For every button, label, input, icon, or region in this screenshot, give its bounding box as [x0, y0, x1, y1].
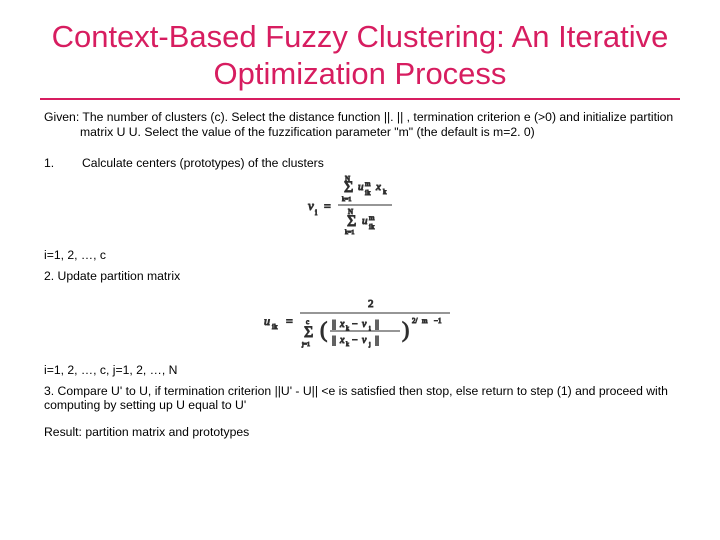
svg-text:j: j: [368, 342, 371, 348]
title-text: Context-Based Fuzzy Clustering: An Itera…: [52, 19, 669, 91]
svg-text:ik: ik: [365, 189, 371, 197]
body: Given: The number of clusters (c). Selec…: [0, 110, 720, 439]
formula-2: u ik = 2 Σ c j=1 ( || x k − v i: [44, 289, 676, 355]
svg-text:−1: −1: [434, 317, 442, 325]
svg-text:i: i: [315, 208, 318, 217]
svg-text:v: v: [362, 335, 367, 346]
svg-text:x: x: [339, 319, 345, 330]
svg-text:2/: 2/: [412, 317, 418, 325]
svg-text:): ): [402, 317, 409, 342]
svg-text:(: (: [320, 317, 327, 342]
svg-text:=: =: [324, 199, 331, 213]
svg-text:−: −: [352, 335, 358, 346]
step-1: 1. Calculate centers (prototypes) of the…: [44, 156, 676, 171]
svg-text:v: v: [308, 198, 314, 213]
svg-text:2: 2: [368, 298, 374, 310]
svg-text:=: =: [286, 314, 293, 328]
svg-text:||: ||: [375, 335, 379, 346]
svg-text:ik: ik: [369, 223, 375, 231]
svg-text:N: N: [348, 208, 353, 216]
svg-text:k=1: k=1: [345, 230, 354, 236]
step-2: 2. Update partition matrix: [44, 269, 676, 284]
given-text: Given: The number of clusters (c). Selec…: [44, 110, 676, 139]
svg-text:m: m: [369, 214, 375, 222]
svg-text:j=1: j=1: [301, 342, 310, 348]
step-1-number: 1.: [44, 156, 82, 171]
svg-text:u: u: [358, 181, 364, 193]
formula-1: v i = Σ N k=1 u m ik x k Σ N k=1 u m: [44, 174, 676, 240]
svg-text:k=1: k=1: [342, 197, 351, 203]
svg-text:x: x: [339, 335, 345, 346]
svg-text:||: ||: [332, 319, 336, 330]
svg-text:−: −: [352, 319, 358, 330]
svg-text:m: m: [365, 180, 371, 188]
svg-text:N: N: [345, 175, 350, 183]
step-3: 3. Compare U' to U, if termination crite…: [44, 384, 676, 413]
result-text: Result: partition matrix and prototypes: [44, 425, 676, 440]
svg-text:||: ||: [332, 335, 336, 346]
svg-text:x: x: [375, 181, 381, 193]
svg-text:k: k: [346, 342, 349, 348]
line-i1: i=1, 2, …, c: [44, 248, 676, 263]
svg-text:k: k: [346, 326, 349, 332]
svg-text:u: u: [264, 314, 270, 328]
svg-text:Σ: Σ: [304, 324, 313, 341]
svg-text:m: m: [422, 317, 428, 325]
svg-text:ik: ik: [272, 323, 278, 331]
svg-text:k: k: [383, 188, 387, 196]
step-1-text: Calculate centers (prototypes) of the cl…: [82, 156, 676, 171]
svg-text:c: c: [306, 318, 309, 326]
page-title: Context-Based Fuzzy Clustering: An Itera…: [0, 0, 720, 98]
svg-text:u: u: [362, 215, 368, 227]
title-underline: [40, 98, 680, 100]
line-ij: i=1, 2, …, c, j=1, 2, …, N: [44, 363, 676, 378]
svg-text:v: v: [362, 319, 367, 330]
svg-text:||: ||: [375, 319, 379, 330]
